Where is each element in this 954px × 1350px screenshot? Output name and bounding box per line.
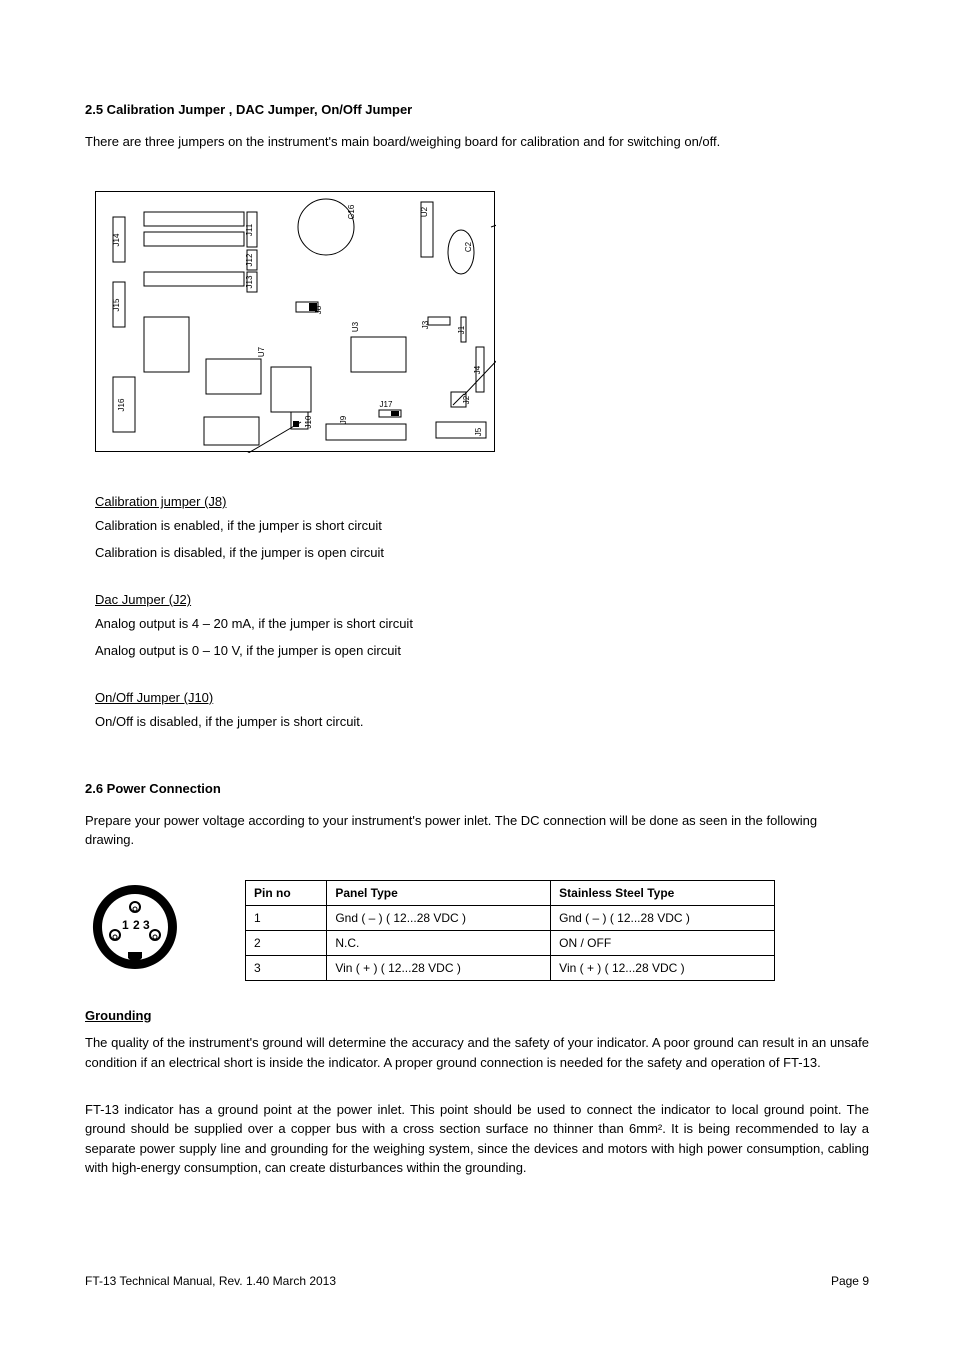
label-j14: J14	[112, 233, 121, 246]
pin-header-no: Pin no	[246, 880, 327, 905]
j10-heading: On/Off Jumper (J10)	[95, 688, 869, 708]
svg-text:3: 3	[143, 918, 150, 932]
label-j9: J9	[339, 415, 348, 424]
j2-heading: Dac Jumper (J2)	[95, 590, 869, 610]
j8-line1: Calibration is enabled, if the jumper is…	[95, 516, 869, 536]
label-j16: J16	[117, 398, 126, 411]
section-heading-power: 2.6 Power Connection	[85, 779, 869, 799]
label-u7: U7	[257, 346, 266, 357]
cell: Vin ( + ) ( 12...28 VDC )	[327, 955, 551, 980]
pin-header-panel: Panel Type	[327, 880, 551, 905]
label-j3: J3	[421, 320, 430, 329]
cell: Gnd ( – ) ( 12...28 VDC )	[327, 905, 551, 930]
j8-heading: Calibration jumper (J8)	[95, 492, 869, 512]
label-j10: J10	[304, 415, 313, 428]
svg-text:1: 1	[122, 918, 129, 932]
label-j1: J1	[457, 325, 466, 334]
page-footer: FT-13 Technical Manual, Rev. 1.40 March …	[85, 1272, 869, 1290]
j8-line2: Calibration is disabled, if the jumper i…	[95, 543, 869, 563]
table-row: 1 Gnd ( – ) ( 12...28 VDC ) Gnd ( – ) ( …	[246, 905, 775, 930]
cell: N.C.	[327, 930, 551, 955]
label-c16: C16	[347, 204, 356, 219]
label-j11: J11	[245, 223, 254, 236]
section-heading-jumpers: 2.5 Calibration Jumper , DAC Jumper, On/…	[85, 100, 869, 120]
grounding-heading: Grounding	[85, 1006, 869, 1026]
svg-text:2: 2	[133, 918, 140, 932]
label-j17: J17	[380, 400, 393, 409]
j10-line: On/Off is disabled, if the jumper is sho…	[95, 712, 869, 732]
j2-line1: Analog output is 4 – 20 mA, if the jumpe…	[95, 614, 869, 634]
cell: 1	[246, 905, 327, 930]
label-j13: J13	[245, 275, 254, 288]
grounding-para2: FT-13 indicator has a ground point at th…	[85, 1100, 869, 1178]
pin-header-ss: Stainless Steel Type	[551, 880, 775, 905]
j2-line2: Analog output is 0 – 10 V, if the jumper…	[95, 641, 869, 661]
pcb-diagram: J14 J15 J16 J11 J12 J13 C16 U2 C2	[95, 191, 495, 452]
label-j5: J5	[474, 427, 483, 436]
label-u2: U2	[420, 206, 429, 217]
label-j2: J2	[462, 395, 471, 404]
label-j15: J15	[112, 298, 121, 311]
cell: ON / OFF	[551, 930, 775, 955]
label-u3: U3	[351, 321, 360, 332]
label-j8: J8	[314, 305, 323, 314]
grounding-para1: The quality of the instrument's ground w…	[85, 1033, 869, 1072]
footer-page: Page 9	[831, 1272, 869, 1290]
footer-left: FT-13 Technical Manual, Rev. 1.40 March …	[85, 1274, 336, 1288]
jumpers-intro: There are three jumpers on the instrumen…	[85, 132, 869, 152]
cell: 2	[246, 930, 327, 955]
connector-diagram: 1 2 3	[85, 880, 185, 981]
pin-table: Pin no Panel Type Stainless Steel Type 1…	[245, 880, 775, 981]
cell: Gnd ( – ) ( 12...28 VDC )	[551, 905, 775, 930]
table-row: 2 N.C. ON / OFF	[246, 930, 775, 955]
table-row: 3 Vin ( + ) ( 12...28 VDC ) Vin ( + ) ( …	[246, 955, 775, 980]
cell: 3	[246, 955, 327, 980]
label-c2: C2	[464, 241, 473, 252]
label-j4: J4	[473, 365, 482, 374]
cell: Vin ( + ) ( 12...28 VDC )	[551, 955, 775, 980]
power-intro: Prepare your power voltage according to …	[85, 811, 869, 850]
label-j12: J12	[245, 253, 254, 266]
